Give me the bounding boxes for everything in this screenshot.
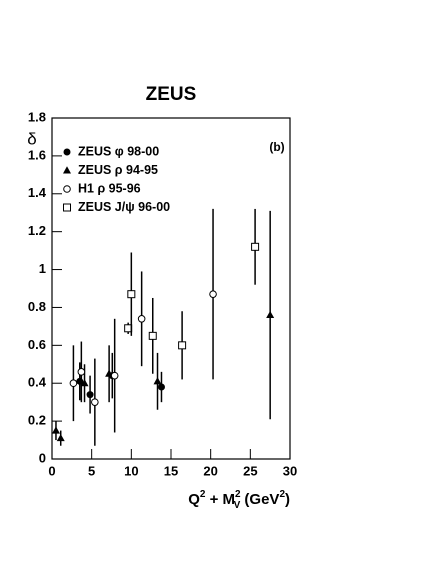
annotation: (b) — [269, 140, 284, 154]
y-tick-label: 1.6 — [28, 147, 46, 162]
point — [148, 331, 157, 340]
legend-label: H1 ρ 95-96 — [78, 181, 141, 195]
x-tick-label: 5 — [88, 463, 95, 478]
y-tick-label: 0.2 — [28, 413, 46, 428]
x-tick-label: 25 — [243, 463, 257, 478]
x-axis-label-part: 2 — [200, 489, 206, 500]
x-tick-label: 15 — [164, 463, 178, 478]
y-tick-label: 1.8 — [28, 109, 46, 124]
x-axis-label-part: 2 — [279, 489, 285, 500]
legend-label: ZEUS J/ψ 96-00 — [78, 200, 170, 214]
legend-label: ZEUS ρ 94-95 — [78, 163, 158, 177]
x-axis-label-part: (GeV — [240, 491, 279, 508]
point — [137, 315, 146, 323]
point — [251, 242, 260, 251]
point — [266, 310, 275, 319]
y-tick-label: 0.4 — [28, 375, 47, 390]
point — [127, 290, 136, 299]
point — [69, 379, 78, 388]
y-tick-label: 0.6 — [28, 337, 46, 352]
x-axis-label-part: V — [234, 500, 241, 511]
point — [51, 426, 60, 434]
y-tick-label: 1.4 — [28, 185, 47, 200]
point — [86, 391, 94, 399]
x-axis-label: Q2 + M2 V (GeV2) — [188, 489, 290, 511]
point — [110, 371, 119, 380]
y-tick-label: 1 — [39, 261, 46, 276]
point — [80, 379, 89, 387]
y-tick-label: 0 — [39, 450, 46, 465]
x-tick-label: 0 — [48, 463, 55, 478]
x-axis-label-part: + M — [205, 491, 235, 508]
point — [91, 398, 99, 406]
x-axis-label-part: Q — [188, 491, 200, 508]
chart-title: ZEUS — [146, 84, 197, 105]
x-axis-label-part: 2 — [235, 489, 241, 500]
legend-marker — [63, 203, 71, 212]
point — [56, 433, 65, 442]
y-tick-label: 0.8 — [28, 299, 46, 314]
point — [209, 290, 217, 298]
y-tick-label: 1.2 — [28, 223, 46, 238]
legend-label: ZEUS φ 98-00 — [78, 144, 159, 158]
x-tick-label: 20 — [203, 463, 217, 478]
x-tick-label: 30 — [283, 463, 297, 478]
point — [153, 377, 162, 385]
x-tick-label: 10 — [124, 463, 138, 478]
x-axis-label-part: ) — [285, 491, 290, 508]
point — [77, 368, 86, 376]
legend-marker — [63, 185, 71, 193]
point — [157, 383, 165, 391]
y-axis-label: δ — [27, 129, 36, 148]
point — [178, 341, 187, 350]
legend-marker — [63, 148, 71, 156]
legend-marker — [63, 166, 71, 174]
